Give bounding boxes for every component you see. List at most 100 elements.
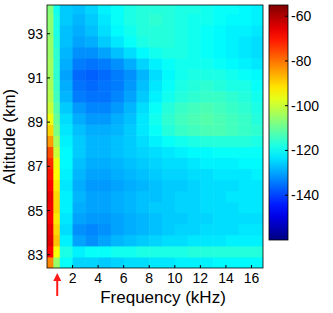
cell [162,169,175,181]
cell [188,246,201,258]
colorbar-tick [285,105,288,106]
cell [111,146,124,158]
cell [175,102,188,114]
cell [47,224,54,236]
x-tick [72,265,73,268]
cell [188,191,201,203]
cell [239,102,252,114]
cell [239,36,252,48]
cell [53,36,60,48]
cell [149,246,162,258]
cell [136,224,149,236]
cell [188,5,201,14]
cell [124,146,137,158]
cell [175,124,188,136]
cell [111,91,124,103]
cell [175,224,188,236]
cell [149,69,162,81]
cell [251,36,263,48]
cell [60,235,73,247]
cell [251,191,263,203]
y-tick [47,210,50,211]
cell [53,191,60,203]
cell [73,113,86,125]
cell [111,180,124,192]
cell [251,202,263,214]
cell [226,235,239,247]
cell [226,124,239,136]
cell [111,25,124,37]
cell [162,224,175,236]
cell [226,157,239,169]
cell [60,69,73,81]
x-tick [225,265,226,268]
cell [175,235,188,247]
cell [136,25,149,37]
arrow-head [53,273,61,281]
cell [200,169,213,181]
cell [111,36,124,48]
cell [239,69,252,81]
cell [200,157,213,169]
cell [149,102,162,114]
cell [251,224,263,236]
cell [47,213,54,225]
cell [73,14,86,26]
cell [124,213,137,225]
cell [111,69,124,81]
cell [251,213,263,225]
cell [60,213,73,225]
cell [85,113,98,125]
cell [213,235,226,247]
cell [175,91,188,103]
cell [111,235,124,247]
cell [85,157,98,169]
cell [136,169,149,181]
cell [149,213,162,225]
cell [60,80,73,92]
cell [60,91,73,103]
x-tick-label: 8 [145,270,153,286]
cell [175,5,188,14]
cell [53,47,60,59]
cell [200,257,213,268]
cell [213,36,226,48]
cell [47,124,54,136]
colorbar-tick [285,150,288,151]
cell [162,135,175,147]
cell [251,146,263,158]
cell [47,235,54,247]
cell [124,124,137,136]
cell [188,36,201,48]
cell [149,80,162,92]
cell [239,146,252,158]
cell [85,36,98,48]
cell [85,14,98,26]
cell [251,157,263,169]
cell [98,91,111,103]
cell [213,91,226,103]
cell [73,169,86,181]
cell [226,102,239,114]
cell [149,58,162,70]
cell [85,102,98,114]
cell [149,14,162,26]
cell [175,135,188,147]
cell [188,14,201,26]
cell [73,235,86,247]
cell [85,213,98,225]
cell [124,157,137,169]
cell [226,224,239,236]
cell [136,47,149,59]
cell [60,124,73,136]
cell [162,202,175,214]
cell [111,202,124,214]
cell [53,224,60,236]
chart: 246810121416838587899193Frequency (kHz)A… [0,0,333,313]
cell [188,257,201,268]
cell [60,25,73,37]
cell [98,113,111,125]
cell [213,102,226,114]
cell [162,69,175,81]
cell [53,235,60,247]
